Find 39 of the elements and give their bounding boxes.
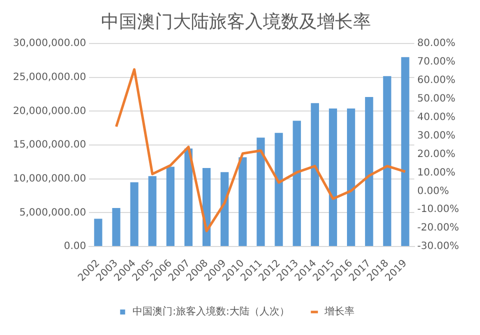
bar: [383, 76, 392, 246]
legend-label: 增长率: [323, 306, 354, 318]
y2-tick-label: 0.00%: [417, 186, 450, 197]
y2-tick-label: 30.00%: [417, 130, 456, 142]
legend-label: 中国澳门:旅客入境数:大陆（人次）: [132, 306, 290, 318]
y-tick-label: 10,000,000.00: [12, 173, 86, 184]
y2-tick-label: 10.00%: [417, 167, 456, 178]
bar: [130, 182, 138, 246]
bar: [274, 132, 283, 246]
y2-tick-label: -20.00%: [417, 222, 460, 234]
y-tick-label: 30,000,000.00: [12, 38, 86, 50]
bar: [365, 97, 374, 246]
bar: [401, 57, 410, 246]
bar: [310, 103, 319, 246]
y-tick-label: 5,000,000.00: [19, 207, 86, 218]
y-tick-label: 25,000,000.00: [12, 72, 86, 84]
bar: [292, 120, 301, 246]
y2-tick-label: 80.00%: [417, 38, 456, 50]
bar: [238, 157, 247, 246]
bar: [112, 208, 120, 246]
bar: [94, 218, 102, 246]
y2-tick-label: 60.00%: [417, 75, 456, 86]
y-tick-label: 20,000,000.00: [12, 106, 86, 117]
y2-tick-label: 40.00%: [417, 112, 456, 123]
y2-tick-label: 20.00%: [417, 148, 456, 160]
y2-tick-label: 50.00%: [417, 94, 456, 105]
bar: [148, 176, 156, 246]
bar: [184, 148, 193, 246]
bar: [166, 166, 174, 246]
chart-title: 中国澳门大陆旅客入境数及增长率: [101, 11, 371, 32]
bar: [256, 138, 265, 246]
bar: [220, 172, 229, 246]
bar: [346, 108, 356, 246]
y2-tick-label: -10.00%: [417, 204, 460, 216]
y-tick-label: 15,000,000.00: [12, 140, 86, 151]
y2-tick-label: 70.00%: [417, 56, 456, 68]
bar: [328, 108, 338, 246]
y2-tick-label: -30.00%: [417, 241, 460, 252]
y-tick-label: 0.00: [64, 241, 86, 252]
